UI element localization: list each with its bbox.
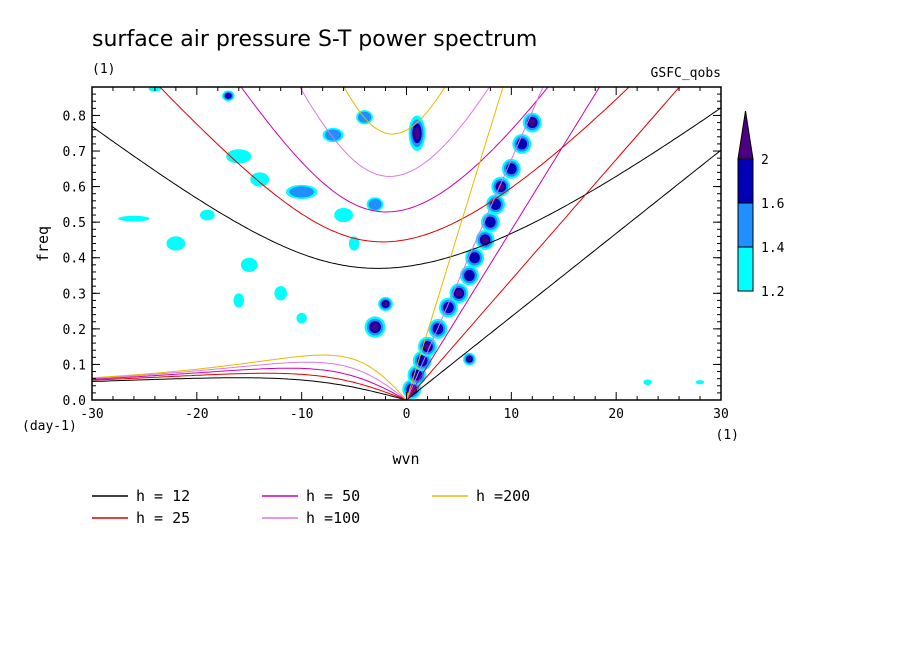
x-tick-label: 30 bbox=[713, 407, 729, 422]
spectral-peak bbox=[118, 215, 150, 222]
y-axis-ticks: 0.0 0.1 0.2 0.3 0.4 0.5 0.6 0.7 0.8 bbox=[63, 93, 721, 409]
dispersion-curve-layer bbox=[92, 87, 721, 400]
colorbar-swatch bbox=[737, 158, 754, 204]
y-tick-label: 0.7 bbox=[63, 145, 86, 160]
chart-title: surface air pressure S-T power spectrum bbox=[92, 27, 537, 52]
legend-label: h =200 bbox=[476, 487, 530, 505]
colorbar-extend-arrow bbox=[737, 110, 754, 160]
contour-fill-layer bbox=[118, 87, 705, 400]
plot-frame bbox=[91, 86, 722, 401]
spectral-peak bbox=[274, 286, 287, 301]
colorbar-swatch bbox=[737, 246, 754, 292]
ridge-peak bbox=[485, 216, 496, 228]
y-tick-label: 0.1 bbox=[63, 358, 86, 373]
ridge-peak bbox=[529, 119, 536, 126]
kelvin-wave-curve bbox=[406, 149, 721, 400]
x-tick-label: -30 bbox=[80, 407, 103, 422]
y-axis-label: freq bbox=[34, 226, 52, 262]
ridge-peak bbox=[469, 252, 480, 264]
ridge-peak bbox=[464, 269, 475, 282]
spectral-peak bbox=[467, 356, 472, 362]
spectral-peak bbox=[224, 92, 232, 99]
rossby-wave-curve bbox=[92, 372, 407, 400]
x-unit-label: (1) bbox=[716, 428, 739, 443]
spectral-peak bbox=[199, 209, 215, 221]
y-tick-label: 0.4 bbox=[63, 252, 87, 267]
legend-label: h = 50 bbox=[306, 487, 360, 505]
kelvin-wave-curve bbox=[406, 87, 601, 400]
rossby-wave-curve bbox=[92, 361, 407, 400]
spectral-peak bbox=[296, 312, 307, 324]
colorbar-label: 2 bbox=[761, 153, 769, 168]
kelvin-wave-curve bbox=[406, 87, 544, 400]
kelvin-wave-curve bbox=[406, 87, 681, 400]
x-axis-label: wvn bbox=[392, 450, 419, 468]
kelvin-wave-curve bbox=[406, 87, 504, 400]
legend-label: h =100 bbox=[306, 509, 360, 527]
spectral-peak bbox=[334, 207, 354, 223]
ridge-peak bbox=[455, 289, 463, 297]
spectral-peak bbox=[250, 172, 270, 187]
colorbar: 1.2 1.4 1.6 2 bbox=[737, 110, 785, 300]
spectral-peak bbox=[289, 186, 314, 198]
x-axis-ticks: -30 -20 -10 0 10 20 30 bbox=[80, 87, 729, 422]
inertia-gravity-curve bbox=[343, 87, 446, 135]
spectral-peak bbox=[240, 257, 258, 272]
x-tick-label: 0 bbox=[403, 407, 411, 422]
spectral-peak bbox=[233, 293, 245, 308]
chart-subtitle-right: GSFC_qobs bbox=[651, 66, 721, 81]
y-tick-label: 0.0 bbox=[63, 394, 86, 409]
y-tick-label: 0.8 bbox=[63, 109, 86, 124]
rossby-wave-curve bbox=[92, 367, 407, 400]
rossby-wave-curve bbox=[92, 354, 407, 400]
rossby-wave-curve bbox=[92, 377, 407, 400]
colorbar-label: 1.4 bbox=[761, 241, 785, 256]
spectral-peak bbox=[383, 301, 389, 307]
spectral-peak bbox=[368, 198, 382, 210]
inertia-gravity-curve bbox=[159, 87, 630, 243]
y-unit-label: (day-1) bbox=[22, 419, 77, 434]
x-tick-label: -20 bbox=[185, 407, 208, 422]
inertia-gravity-curve bbox=[92, 107, 721, 269]
inertia-gravity-curve bbox=[240, 87, 549, 213]
spectral-peak bbox=[226, 149, 252, 164]
colorbar-swatch bbox=[737, 202, 754, 248]
legend: h = 12 h = 25 h = 50 h =100 h =200 bbox=[92, 487, 530, 527]
colorbar-label: 1.2 bbox=[761, 285, 784, 300]
legend-label: h = 25 bbox=[136, 509, 190, 527]
legend-label: h = 12 bbox=[136, 487, 190, 505]
spectral-peak bbox=[324, 129, 342, 141]
chart-subtitle-left: (1) bbox=[92, 62, 115, 77]
inertia-gravity-curve bbox=[299, 87, 490, 177]
y-tick-label: 0.2 bbox=[63, 323, 86, 338]
spectral-peak bbox=[695, 380, 705, 385]
ridge-peak bbox=[481, 236, 489, 244]
x-tick-label: -10 bbox=[290, 407, 313, 422]
spectral-peak bbox=[643, 379, 652, 386]
spectral-peak bbox=[348, 236, 360, 251]
spectral-peak bbox=[166, 236, 186, 251]
spectral-peak bbox=[371, 323, 379, 331]
y-tick-label: 0.5 bbox=[63, 216, 86, 231]
x-tick-label: 20 bbox=[608, 407, 624, 422]
spectral-peak bbox=[414, 127, 420, 140]
y-tick-label: 0.3 bbox=[63, 287, 86, 302]
colorbar-label: 1.6 bbox=[761, 197, 784, 212]
x-tick-label: 10 bbox=[504, 407, 520, 422]
y-tick-label: 0.6 bbox=[63, 181, 86, 196]
